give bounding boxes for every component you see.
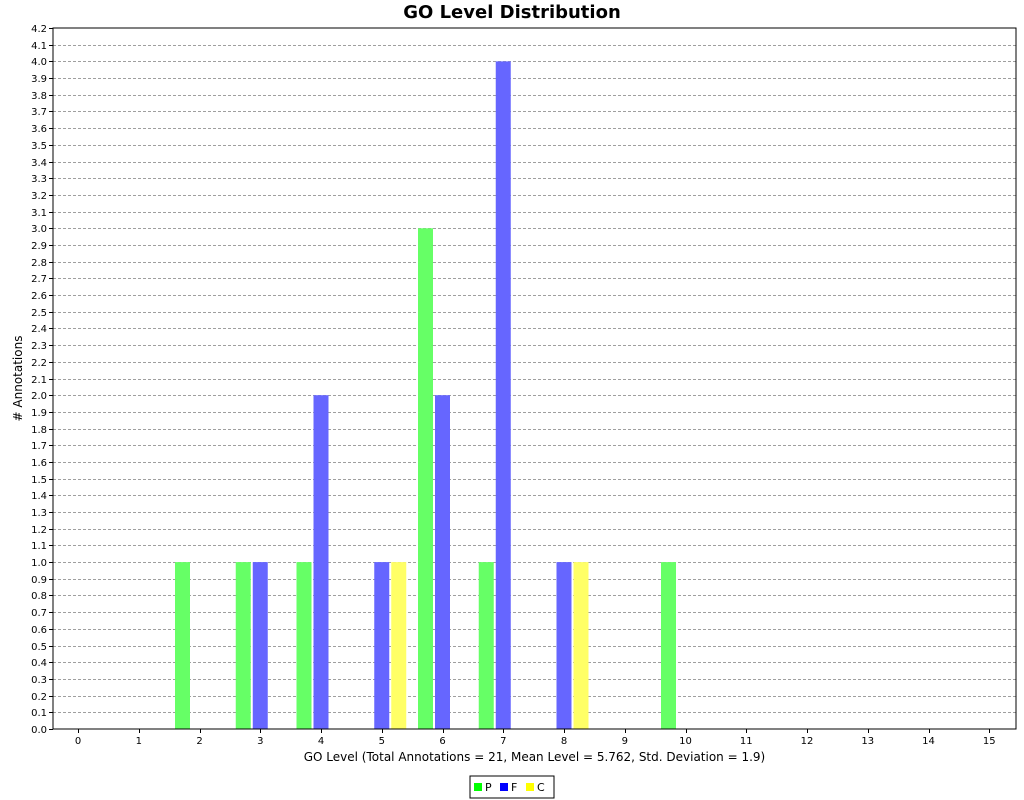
y-tick-label: 1.2 [31,525,47,536]
y-tick-label: 1.1 [31,541,47,552]
y-tick-label: 0.0 [31,725,47,736]
bar-F-3 [252,562,268,729]
x-tick-label: 15 [983,736,996,747]
y-axis-label: # Annotations [11,336,25,422]
bar-P-6 [418,228,433,730]
y-tick-label: 4.2 [31,24,47,35]
x-axis-label: GO Level (Total Annotations = 21, Mean L… [304,750,765,764]
y-tick-label: 2.6 [31,291,47,302]
bars [175,61,676,730]
y-tick-label: 2.2 [31,358,47,369]
y-tick-label: 2.3 [31,341,47,352]
bar-F-5 [374,562,390,729]
legend-label-P: P [485,781,492,794]
y-tick-label: 3.1 [31,208,47,219]
bar-F-7 [495,61,511,729]
y-tick-label: 4.0 [31,57,47,68]
y-tick-label: 1.6 [31,458,47,469]
y-tick-label: 1.9 [31,408,47,419]
x-tick-label: 5 [379,736,385,747]
x-tick-label: 11 [740,736,753,747]
y-tick-label: 0.6 [31,625,47,636]
bar-P-3 [235,562,251,729]
x-tick-label: 12 [801,736,814,747]
y-tick-label: 2.8 [31,258,47,269]
plot-frame [52,27,1017,730]
y-tick-label: 4.1 [31,41,47,52]
x-tick-label: 6 [439,736,445,747]
x-tick-label: 14 [922,736,935,747]
y-tick-label: 3.9 [31,74,47,85]
y-tick-label: 2.5 [31,308,47,319]
bar-C-5 [391,562,407,729]
bar-F-8 [556,562,572,729]
y-tick-label: 3.5 [31,141,47,152]
x-tick-label: 9 [622,736,628,747]
x-tick-label: 2 [196,736,202,747]
x-tick-label: 0 [75,736,81,747]
x-tick-label: 8 [561,736,567,747]
y-tick-label: 3.3 [31,174,47,185]
y-tick-label: 0.4 [31,658,47,669]
legend-swatch-C [526,783,534,791]
y-tick-label: 0.5 [31,642,47,653]
y-tick-label: 2.0 [31,391,47,402]
y-tick-label: 0.8 [31,591,47,602]
x-axis: 0 1 2 3 4 5 6 7 8 9 10 11 12 13 14 15 [75,729,996,747]
bar-P-7 [478,562,494,729]
y-tick-label: 2.9 [31,241,47,252]
x-tick-label: 7 [500,736,506,747]
y-tick-label: 1.5 [31,475,47,486]
bar-P-10 [661,562,676,729]
y-axis: 0.0 0.1 0.2 0.3 0.4 0.5 0.6 0.7 0.8 0.9 1.0 1.1 1.2 1… [31,24,53,736]
y-tick-label: 1.7 [31,441,47,452]
y-tick-label: 3.8 [31,91,47,102]
y-tick-label: 2.7 [31,274,47,285]
bar-F-4 [313,395,329,729]
legend-swatch-F [500,783,508,791]
y-tick-label: 3.0 [31,224,47,235]
grid-lines [53,45,1016,713]
y-tick-label: 0.9 [31,575,47,586]
y-tick-label: 0.7 [31,608,47,619]
x-tick-label: 3 [257,736,263,747]
bar-P-4 [296,562,312,729]
y-tick-label: 1.8 [31,425,47,436]
legend-frame [469,775,555,799]
bar-C-8 [573,562,589,729]
y-tick-label: 3.4 [31,158,47,169]
y-tick-label: 0.2 [31,692,47,703]
x-tick-label: 1 [136,736,142,747]
y-tick-label: 2.1 [31,375,47,386]
y-tick-label: 0.3 [31,675,47,686]
x-tick-label: 4 [318,736,324,747]
legend-swatch-P [474,783,482,791]
y-tick-label: 1.4 [31,491,47,502]
y-tick-label: 3.6 [31,124,47,135]
chart-title: GO Level Distribution [403,2,621,23]
bar-P-2 [175,562,190,729]
x-tick-label: 13 [861,736,874,747]
y-tick-label: 1.0 [31,558,47,569]
y-tick-label: 2.4 [31,324,47,335]
x-tick-label: 10 [679,736,692,747]
y-tick-label: 0.1 [31,708,47,719]
y-tick-label: 3.7 [31,107,47,118]
bar-F-6 [435,395,450,729]
legend-label-F: F [511,781,517,794]
legend-label-C: C [537,781,545,794]
y-tick-label: 3.2 [31,191,47,202]
y-tick-label: 1.3 [31,508,47,519]
